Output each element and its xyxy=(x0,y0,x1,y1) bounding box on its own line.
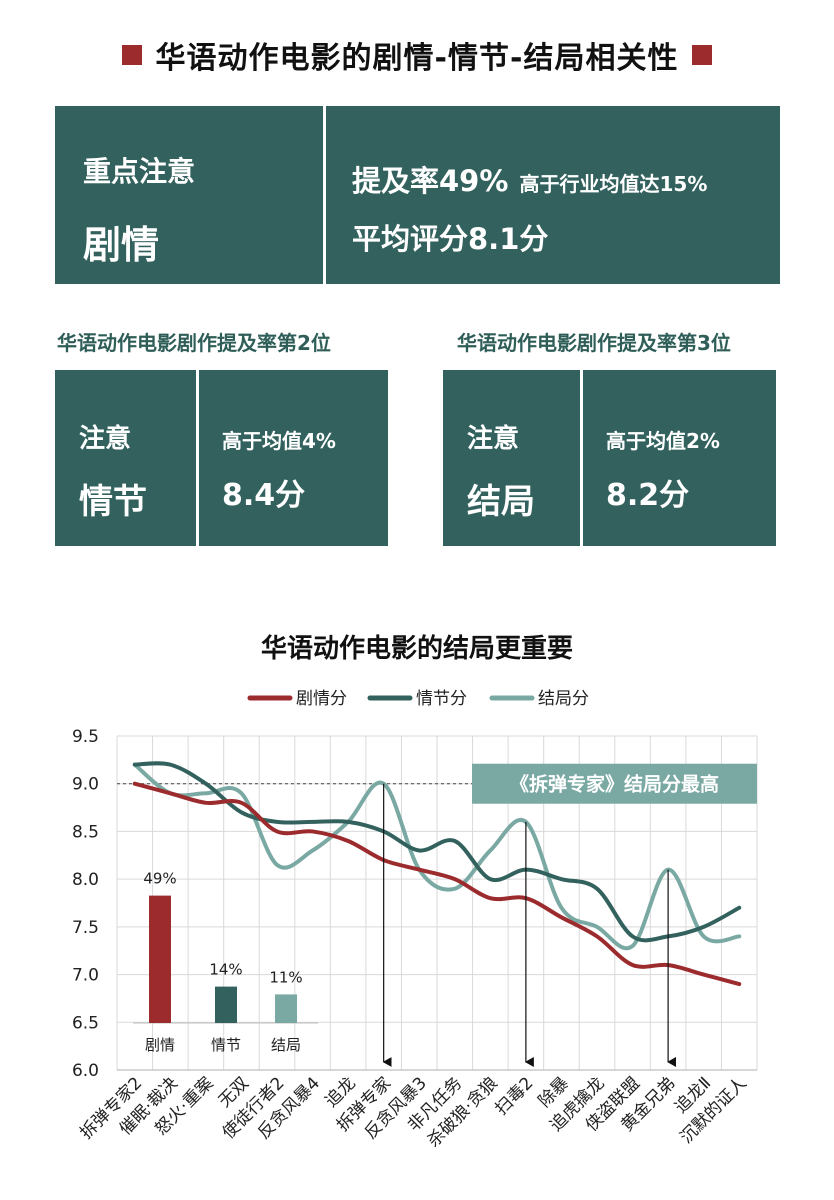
left-label-small: 注意 xyxy=(79,424,132,454)
left-note: 高于均值4% xyxy=(222,429,336,453)
y-tick-label: 8.0 xyxy=(72,870,99,890)
inset-bar-category-label: 结局 xyxy=(271,1036,301,1054)
left-panel-divider xyxy=(196,370,199,546)
annotation-box xyxy=(472,763,757,804)
y-tick-label: 7.5 xyxy=(72,918,99,938)
title-square-left-icon xyxy=(121,45,142,65)
top-panel: 重点注意 剧情 提及率49% 高于行业均值达15% 平均评分8.1分 xyxy=(55,106,780,284)
y-tick-label: 6.5 xyxy=(72,1013,99,1033)
y-tick-label: 8.5 xyxy=(72,822,99,842)
top-rate-line: 提及率49% 高于行业均值达15% xyxy=(352,158,707,200)
x-tick-label: 扫毒2 xyxy=(492,1073,538,1119)
page-title: 华语动作电影的剧情-情节-结局相关性 xyxy=(155,41,679,76)
top-score-text: 平均评分8.1分 xyxy=(352,222,549,256)
y-tick-label: 6.0 xyxy=(72,1061,99,1081)
right-label-big: 结局 xyxy=(467,482,535,522)
title-bar: 华语动作电影的剧情-情节-结局相关性 xyxy=(0,30,834,80)
right-panel: 注意 结局 高于均值2% 8.2分 xyxy=(443,370,776,546)
top-panel-divider xyxy=(323,106,326,284)
inset-bar-category-label: 剧情 xyxy=(145,1036,175,1054)
inset-bar-value-label: 49% xyxy=(143,870,176,888)
legend-label: 情节分 xyxy=(416,689,467,709)
title-square-right-icon xyxy=(692,45,713,65)
series-line-3 xyxy=(132,762,742,951)
y-tick-label: 9.0 xyxy=(72,775,99,795)
inset-bar xyxy=(275,994,297,1023)
inset-bar xyxy=(149,895,171,1023)
right-score: 8.2分 xyxy=(606,478,690,513)
series-line-2 xyxy=(132,761,742,943)
right-label-small: 注意 xyxy=(467,424,520,454)
inset-bar xyxy=(215,986,237,1023)
left-score: 8.4分 xyxy=(222,478,306,513)
top-label-big: 剧情 xyxy=(83,223,160,267)
left-panel-heading: 华语动作电影剧作提及率第2位 xyxy=(57,331,331,355)
right-panel-divider xyxy=(580,370,583,546)
inset-bar-value-label: 11% xyxy=(269,968,302,986)
y-tick-label: 9.5 xyxy=(72,727,99,747)
series-line-1 xyxy=(132,781,742,987)
annotation-text: 《拆弹专家》结局分最高 xyxy=(510,773,719,796)
right-panel-heading: 华语动作电影剧作提及率第3位 xyxy=(457,331,731,355)
y-tick-label: 7.0 xyxy=(72,966,99,986)
left-label-big: 情节 xyxy=(79,482,147,522)
top-label-small: 重点注意 xyxy=(83,155,196,188)
inset-bar-value-label: 14% xyxy=(209,961,242,979)
legend-label: 结局分 xyxy=(538,689,589,709)
right-note: 高于均值2% xyxy=(606,429,720,453)
top-rate-note: 高于行业均值达15% xyxy=(519,172,708,196)
left-panel: 注意 情节 高于均值4% 8.4分 xyxy=(55,370,388,546)
legend-label: 剧情分 xyxy=(296,689,347,709)
chart-title: 华语动作电影的结局更重要 xyxy=(260,634,573,664)
top-rate-text: 提及率49% xyxy=(352,164,509,198)
inset-bar-category-label: 情节 xyxy=(211,1036,241,1054)
